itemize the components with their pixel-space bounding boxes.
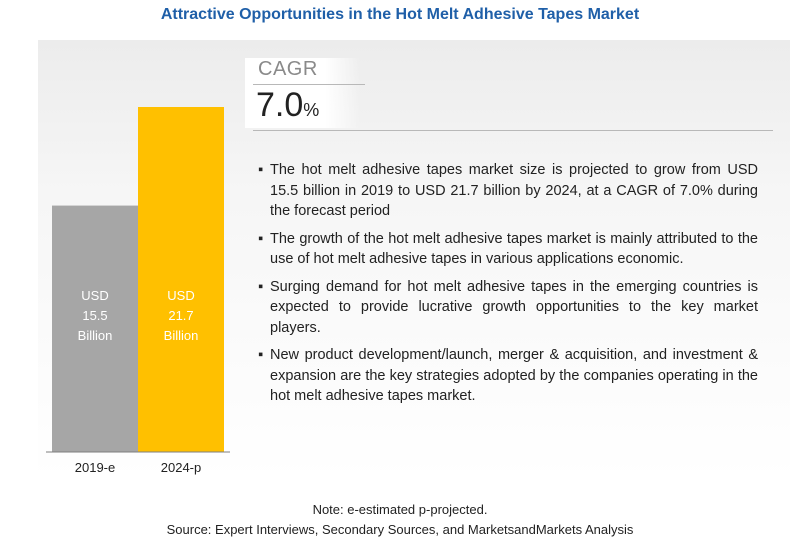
footnote: Note: e-estimated p-projected.	[312, 502, 488, 517]
cagr-box	[245, 58, 360, 128]
cagr-value: 7.0%	[256, 86, 319, 125]
key-point-text: The growth of the hot melt adhesive tape…	[270, 230, 758, 268]
cagr-divider	[253, 84, 365, 85]
bar-data-label: 21.7	[168, 308, 193, 323]
cagr-number: 7.0	[256, 86, 304, 124]
key-point-text: Surging demand for hot melt adhesive tap…	[270, 278, 758, 336]
x-tick-label: 2024-p	[161, 460, 201, 475]
key-points-list: ▪ The hot melt adhesive tapes market size…	[258, 160, 758, 414]
bullet-icon: ▪	[258, 230, 264, 247]
chart-title: Attractive Opportunities in the Hot Melt…	[160, 6, 640, 23]
bar-data-label: USD	[167, 288, 194, 303]
footer-notes: Note: e-estimated p-projected. Source: E…	[0, 500, 800, 540]
bar-2024-p	[138, 107, 224, 452]
bar-2019-e	[52, 205, 138, 452]
bar-data-label: 15.5	[82, 308, 107, 323]
cagr-label: CAGR	[258, 58, 318, 80]
bar-data-label: USD	[81, 288, 108, 303]
x-tick-label: 2019-e	[75, 460, 115, 475]
bar-data-label: Billion	[78, 328, 113, 343]
key-point-text: New product development/launch, merger &…	[270, 347, 758, 404]
bullet-icon: ▪	[258, 347, 264, 363]
key-point: ▪ The hot melt adhesive tapes market size…	[258, 160, 758, 222]
section-divider	[253, 130, 773, 131]
key-point: ▪ Surging demand for hot melt adhesive ta…	[258, 277, 758, 339]
source-note: Source: Expert Interviews, Secondary Sou…	[166, 522, 634, 537]
bullet-icon: ▪	[258, 162, 264, 178]
cagr-unit: %	[303, 100, 320, 120]
bullet-icon: ▪	[258, 278, 264, 295]
key-point: ▪ The growth of the hot melt adhesive tap…	[258, 229, 758, 270]
key-point-text: The hot melt adhesive tapes market size …	[270, 162, 758, 219]
key-point: ▪ New product development/launch, merger …	[258, 345, 758, 407]
bar-data-label: Billion	[164, 328, 199, 343]
